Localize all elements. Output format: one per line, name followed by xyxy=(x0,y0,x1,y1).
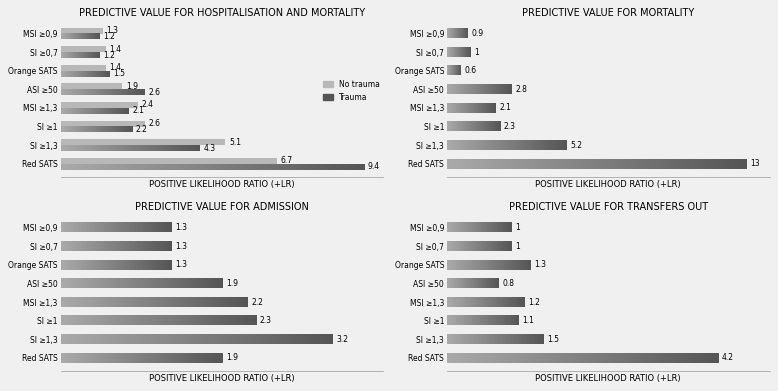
Text: 1: 1 xyxy=(474,48,478,57)
Text: 1.4: 1.4 xyxy=(110,45,121,54)
Text: 2.2: 2.2 xyxy=(251,298,263,307)
Text: 0.8: 0.8 xyxy=(503,279,514,288)
Text: 5.1: 5.1 xyxy=(230,138,241,147)
Text: 2.1: 2.1 xyxy=(132,106,144,115)
Text: 4.3: 4.3 xyxy=(203,143,216,152)
Text: 2.6: 2.6 xyxy=(149,88,160,97)
Text: 1.9: 1.9 xyxy=(126,82,138,91)
Text: 1.2: 1.2 xyxy=(103,32,115,41)
Text: 1.3: 1.3 xyxy=(175,260,187,269)
Text: 2.8: 2.8 xyxy=(515,85,527,94)
Text: 0.6: 0.6 xyxy=(464,66,477,75)
Text: 1.9: 1.9 xyxy=(226,279,238,288)
Text: 4.2: 4.2 xyxy=(722,353,734,362)
Text: 2.3: 2.3 xyxy=(260,316,272,325)
Text: 2.6: 2.6 xyxy=(149,119,160,128)
Text: 2.2: 2.2 xyxy=(135,125,147,134)
Bar xyxy=(61,102,138,108)
Text: 0.9: 0.9 xyxy=(471,29,484,38)
Text: 2.3: 2.3 xyxy=(503,122,516,131)
Text: 1: 1 xyxy=(515,223,520,232)
Text: 3.2: 3.2 xyxy=(336,335,349,344)
Text: 2.1: 2.1 xyxy=(499,104,511,113)
Text: 1.5: 1.5 xyxy=(548,335,559,344)
Title: PREDICTIVE VALUE FOR ADMISSION: PREDICTIVE VALUE FOR ADMISSION xyxy=(135,203,309,212)
Text: 1.1: 1.1 xyxy=(522,316,534,325)
Title: PREDICTIVE VALUE FOR TRANSFERS OUT: PREDICTIVE VALUE FOR TRANSFERS OUT xyxy=(509,203,708,212)
Text: 1.3: 1.3 xyxy=(175,223,187,232)
X-axis label: POSITIVE LIKELIHOOD RATIO (+LR): POSITIVE LIKELIHOOD RATIO (+LR) xyxy=(535,374,681,383)
Bar xyxy=(61,158,277,164)
Bar xyxy=(61,46,106,52)
Title: PREDICTIVE VALUE FOR HOSPITALISATION AND MORTALITY: PREDICTIVE VALUE FOR HOSPITALISATION AND… xyxy=(79,8,365,18)
Text: 1.9: 1.9 xyxy=(226,353,238,362)
X-axis label: POSITIVE LIKELIHOOD RATIO (+LR): POSITIVE LIKELIHOOD RATIO (+LR) xyxy=(149,374,295,383)
Text: 1.3: 1.3 xyxy=(175,242,187,251)
Title: PREDICTIVE VALUE FOR MORTALITY: PREDICTIVE VALUE FOR MORTALITY xyxy=(522,8,695,18)
Text: 1.5: 1.5 xyxy=(113,69,125,78)
Bar xyxy=(61,65,106,71)
X-axis label: POSITIVE LIKELIHOOD RATIO (+LR): POSITIVE LIKELIHOOD RATIO (+LR) xyxy=(535,179,681,188)
Text: 1: 1 xyxy=(515,242,520,251)
Bar xyxy=(61,28,103,34)
Text: 6.7: 6.7 xyxy=(281,156,293,165)
Text: 5.2: 5.2 xyxy=(570,141,583,150)
Text: 1.2: 1.2 xyxy=(528,298,540,307)
Legend: No trauma, Trauma: No trauma, Trauma xyxy=(324,80,380,102)
Text: 9.4: 9.4 xyxy=(368,162,380,171)
Bar xyxy=(61,83,122,89)
Text: 2.4: 2.4 xyxy=(142,100,154,109)
Text: 1.3: 1.3 xyxy=(534,260,547,269)
Text: 1.2: 1.2 xyxy=(103,50,115,59)
Bar xyxy=(61,120,145,127)
Text: 1.3: 1.3 xyxy=(107,26,118,35)
Text: 1.4: 1.4 xyxy=(110,63,121,72)
X-axis label: POSITIVE LIKELIHOOD RATIO (+LR): POSITIVE LIKELIHOOD RATIO (+LR) xyxy=(149,179,295,188)
Text: 13: 13 xyxy=(751,159,760,168)
Bar xyxy=(61,139,226,145)
